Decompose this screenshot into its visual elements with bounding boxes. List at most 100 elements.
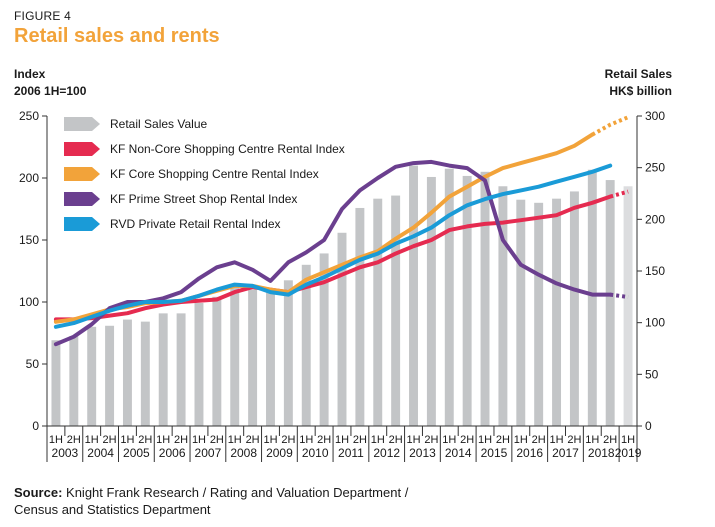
retail-sales-bar bbox=[462, 175, 472, 426]
x-tick-label: 2H bbox=[210, 434, 224, 446]
year-label: 2005 bbox=[123, 446, 150, 460]
figure-label: FIGURE 4 bbox=[14, 9, 71, 23]
year-label: 2004 bbox=[87, 446, 114, 460]
left-tick-label: 200 bbox=[19, 171, 39, 185]
left-tick-label: 0 bbox=[32, 419, 39, 433]
legend-swatch bbox=[64, 192, 100, 206]
x-tick-label: 1H bbox=[49, 434, 63, 446]
x-tick-label: 1H bbox=[550, 434, 564, 446]
retail-sales-bar bbox=[105, 325, 115, 426]
retail-sales-bar bbox=[248, 289, 258, 426]
right-tick-label: 200 bbox=[645, 212, 665, 226]
retail-sales-bar bbox=[69, 336, 79, 426]
year-label: 2003 bbox=[52, 446, 79, 460]
x-tick-label: 2H bbox=[281, 434, 295, 446]
x-tick-label: 2H bbox=[67, 434, 81, 446]
right-tick-label: 300 bbox=[645, 109, 665, 123]
retail-sales-bar bbox=[301, 264, 311, 426]
legend-label: KF Prime Street Shop Rental Index bbox=[110, 192, 297, 206]
x-tick-label: 2H bbox=[246, 434, 260, 446]
year-label: 2012 bbox=[373, 446, 400, 460]
year-label: 2008 bbox=[230, 446, 257, 460]
source-line1: Knight Frank Research / Rating and Valua… bbox=[66, 485, 409, 500]
x-tick-label: 2H bbox=[353, 434, 367, 446]
x-tick-label: 2H bbox=[460, 434, 474, 446]
x-tick-label: 2H bbox=[567, 434, 581, 446]
x-tick-label: 2H bbox=[603, 434, 617, 446]
retail-sales-bar bbox=[444, 168, 454, 426]
left-axis-label: Index 2006 1H=100 bbox=[14, 66, 86, 100]
retail-sales-bar bbox=[605, 180, 615, 426]
left-tick-label: 100 bbox=[19, 295, 39, 309]
retail-sales-bar bbox=[140, 321, 150, 426]
x-tick-label: 1H bbox=[478, 434, 492, 446]
source-note: Source: Knight Frank Research / Rating a… bbox=[14, 484, 408, 518]
x-tick-label: 2H bbox=[174, 434, 188, 446]
x-tick-label: 2H bbox=[496, 434, 510, 446]
x-tick-label: 1H bbox=[406, 434, 420, 446]
legend-swatch bbox=[64, 217, 100, 231]
retail-sales-bar bbox=[230, 286, 240, 426]
left-tick-label: 150 bbox=[19, 233, 39, 247]
series-forecast-line bbox=[591, 115, 629, 137]
retail-sales-bar bbox=[552, 198, 562, 426]
retail-sales-bar bbox=[176, 313, 186, 426]
x-tick-label: 1H bbox=[192, 434, 206, 446]
year-label: 2014 bbox=[445, 446, 472, 460]
x-tick-label: 1H bbox=[514, 434, 528, 446]
retail-sales-bar bbox=[266, 292, 275, 426]
right-tick-label: 100 bbox=[645, 316, 665, 330]
retail-sales-bar bbox=[337, 232, 347, 426]
legend-swatch bbox=[64, 142, 100, 156]
year-label: 2019 bbox=[615, 446, 642, 460]
retail-sales-bar bbox=[283, 280, 293, 426]
x-tick-label: 2H bbox=[138, 434, 152, 446]
right-tick-label: 50 bbox=[645, 367, 659, 381]
right-tick-label: 150 bbox=[645, 264, 665, 278]
legend-label: RVD Private Retail Rental Index bbox=[110, 217, 281, 231]
x-tick-label: 1H bbox=[228, 434, 242, 446]
year-label: 2010 bbox=[302, 446, 329, 460]
legend-label: KF Core Shopping Centre Rental Index bbox=[110, 167, 319, 181]
year-label: 2009 bbox=[266, 446, 293, 460]
year-label: 2015 bbox=[481, 446, 508, 460]
retail-sales-bar bbox=[391, 195, 401, 426]
x-tick-label: 2H bbox=[532, 434, 546, 446]
year-label: 2018 bbox=[588, 446, 615, 460]
retail-sales-bar bbox=[51, 340, 61, 426]
retail-sales-bar bbox=[194, 303, 204, 426]
lines-layer bbox=[53, 115, 629, 347]
retail-sales-bar bbox=[122, 319, 132, 426]
legend-label: KF Non-Core Shopping Centre Rental Index bbox=[110, 142, 345, 156]
retail-sales-bar bbox=[87, 326, 97, 426]
x-tick-label: 1H bbox=[371, 434, 385, 446]
retail-sales-bar bbox=[212, 296, 222, 426]
x-tick-label: 2H bbox=[389, 434, 403, 446]
x-tick-label: 2H bbox=[424, 434, 438, 446]
series-line bbox=[53, 194, 613, 322]
left-axis-label-line2: 2006 1H=100 bbox=[14, 84, 87, 98]
x-tick-label: 1H bbox=[299, 434, 313, 446]
bars-layer bbox=[51, 165, 633, 426]
chart-title: Retail sales and rents bbox=[14, 25, 220, 47]
left-tick-label: 50 bbox=[26, 357, 40, 371]
retail-sales-bar bbox=[498, 186, 508, 426]
year-label: 2017 bbox=[552, 446, 579, 460]
retail-sales-bar bbox=[158, 313, 168, 426]
left-tick-label: 250 bbox=[19, 109, 39, 123]
series-line bbox=[53, 163, 613, 329]
x-tick-label: 1H bbox=[442, 434, 456, 446]
x-tick-label: 1H bbox=[335, 434, 349, 446]
x-tick-label: 1H bbox=[120, 434, 134, 446]
retail-sales-bar bbox=[534, 202, 544, 426]
retail-sales-bar bbox=[355, 207, 365, 426]
legend-swatch bbox=[64, 167, 100, 181]
year-label: 2016 bbox=[516, 446, 543, 460]
retail-sales-bar bbox=[409, 165, 418, 426]
retail-sales-bar bbox=[587, 169, 597, 426]
x-tick-label: 1H bbox=[263, 434, 277, 446]
right-axis-label-line1: Retail Sales bbox=[604, 67, 672, 81]
year-label: 2006 bbox=[159, 446, 186, 460]
